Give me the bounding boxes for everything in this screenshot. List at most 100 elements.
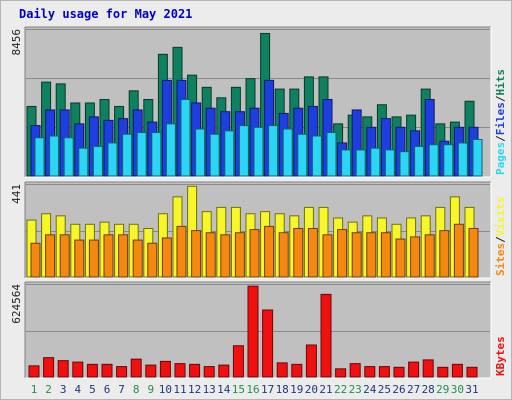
bar-pages-day-23 [355,149,366,177]
day-label-29: 29 [436,383,449,396]
bar-sites-day-16 [249,229,260,278]
day-label-19: 19 [290,383,303,396]
bar-kbytes-day-13 [203,366,215,378]
bar-kbytes-day-4 [72,361,84,378]
bar-sites-day-19 [293,227,304,278]
bar-sites-day-4 [74,239,85,278]
bar-pages-day-2 [49,135,60,177]
day-label-24: 24 [363,383,377,396]
day-label-22: 22 [334,383,347,396]
bar-sites-day-28 [424,234,435,278]
bar-kbytes-day-1 [28,365,40,378]
day-label-2: 2 [45,383,52,396]
bar-kbytes-day-12 [189,363,201,378]
day-label-25: 25 [378,383,391,396]
bar-kbytes-day-11 [174,363,186,378]
bar-sites-day-21 [322,234,333,278]
legend-entry-sites: Sites [494,243,507,276]
day-label-17: 17 [261,383,274,396]
day-label-14: 14 [217,383,231,396]
bar-kbytes-day-8 [130,358,142,378]
day-label-23: 23 [349,383,362,396]
legend-entry-slash: / [494,95,507,102]
bar-kbytes-day-3 [57,360,69,378]
bar-pages-day-30 [457,142,468,177]
bar-kbytes-day-26 [393,366,405,378]
day-label-30: 30 [451,383,464,396]
svg-text:Sites/Visits: Sites/Visits [494,197,507,277]
bar-kbytes-day-10 [159,360,171,378]
day-label-16: 16 [246,383,259,396]
bar-sites-day-31 [468,227,479,278]
bar-pages-day-18 [282,128,293,177]
bar-sites-day-13 [205,232,216,278]
bar-sites-day-9 [147,242,158,278]
bar-kbytes-day-23 [349,363,361,378]
bar-pages-day-11 [180,99,191,177]
day-label-9: 9 [147,383,154,396]
bar-pages-day-24 [370,147,381,177]
bar-kbytes-day-7 [116,366,128,378]
bar-sites-day-25 [380,232,391,278]
bar-sites-day-12 [191,230,202,278]
panel-middle-legend: Sites/Visits [494,197,507,277]
bar-pages-day-3 [63,137,74,177]
day-label-4: 4 [74,383,81,396]
bar-sites-day-6 [103,234,114,278]
day-label-11: 11 [173,383,186,396]
bar-kbytes-day-9 [145,364,157,378]
bar-kbytes-day-30 [451,363,463,378]
day-label-12: 12 [188,383,201,396]
day-label-21: 21 [319,383,332,396]
bar-sites-day-10 [161,237,172,278]
bar-sites-day-20 [307,227,318,278]
bar-pages-day-21 [326,132,337,177]
legend-entry-slash: / [494,135,507,142]
day-label-13: 13 [203,383,216,396]
bar-sites-day-1 [30,242,41,278]
bar-pages-day-22 [341,149,352,177]
panel-middle-max-label: 441 [10,184,23,204]
bar-kbytes-day-19 [291,363,303,378]
bar-sites-day-24 [366,232,377,278]
day-label-27: 27 [407,383,420,396]
panel-bottom-legend: KBytes [494,336,507,376]
bar-sites-day-18 [278,232,289,278]
bar-sites-day-2 [45,234,56,278]
day-label-28: 28 [422,383,435,396]
bar-sites-day-22 [337,229,348,278]
bar-kbytes-day-14 [218,364,230,378]
svg-text:Pages/Files/Hits: Pages/Files/Hits [494,69,507,175]
day-label-26: 26 [392,383,405,396]
bar-sites-day-17 [264,225,275,278]
panel-top-legend: Pages/Files/Hits [494,69,507,175]
bar-kbytes-day-28 [422,359,434,378]
panel-top-max-label: 8456 [10,29,23,56]
legend-entry-kbytes: KBytes [494,336,507,376]
bar-sites-day-30 [453,223,464,278]
bar-kbytes-day-20 [305,344,317,378]
bar-pages-day-19 [297,133,308,177]
bar-kbytes-day-18 [276,362,288,378]
bar-pages-day-6 [107,142,118,177]
day-label-15: 15 [232,383,245,396]
bar-pages-day-16 [253,126,264,177]
day-label-18: 18 [276,383,289,396]
bar-sites-day-8 [132,239,143,278]
bar-kbytes-day-27 [408,361,420,378]
bar-sites-day-7 [118,234,129,278]
bar-kbytes-day-6 [101,363,113,378]
bar-pages-day-7 [122,133,133,177]
bar-kbytes-day-25 [378,366,390,378]
bar-sites-day-29 [439,230,450,278]
bar-sites-day-5 [88,239,99,278]
day-label-7: 7 [118,383,125,396]
bar-pages-day-20 [311,135,322,177]
day-label-5: 5 [89,383,96,396]
bar-pages-day-25 [384,149,395,177]
bar-pages-day-28 [428,144,439,177]
bar-pages-day-14 [224,130,235,177]
chart-title: Daily usage for May 2021 [19,7,193,21]
